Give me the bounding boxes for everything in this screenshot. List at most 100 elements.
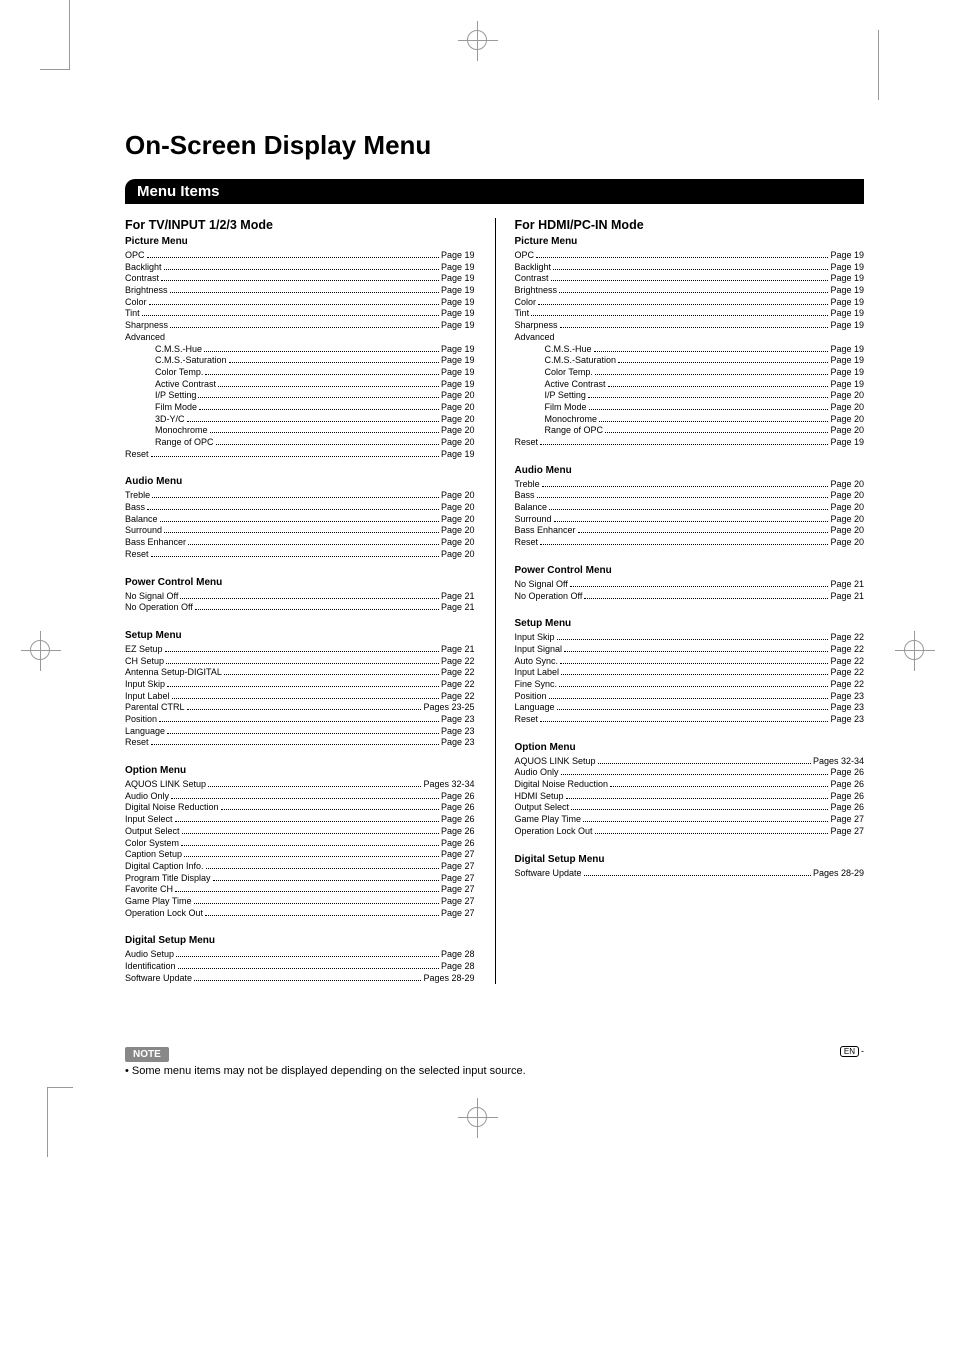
leader-dots xyxy=(149,304,439,305)
leader-dots xyxy=(560,663,828,664)
leader-dots xyxy=(594,351,829,352)
leader-dots xyxy=(151,744,439,745)
menu-item-label: Treble xyxy=(125,490,150,502)
leader-dots xyxy=(147,509,439,510)
note-badge: NOTE xyxy=(125,1047,169,1062)
menu-item-page: Page 26 xyxy=(441,791,475,803)
leader-dots xyxy=(559,292,828,293)
leader-dots xyxy=(618,362,828,363)
menu-item-page: Page 20 xyxy=(830,414,864,426)
crop-mark xyxy=(30,640,50,660)
leader-dots xyxy=(175,891,439,892)
menu-item-page: Page 20 xyxy=(441,425,475,437)
menu-item: AQUOS LINK Setup Pages 32-34 xyxy=(515,756,865,768)
menu-item: I/P Setting Page 20 xyxy=(125,390,475,402)
menu-item-label: Position xyxy=(515,691,547,703)
menu-item: Reset Page 19 xyxy=(125,449,475,461)
menu-item-label: AQUOS LINK Setup xyxy=(125,779,206,791)
menu-item-label: Digital Noise Reduction xyxy=(125,802,219,814)
leader-dots xyxy=(205,915,439,916)
leader-dots xyxy=(188,544,439,545)
menu-item-page: Page 22 xyxy=(830,679,864,691)
menu-item-page: Page 23 xyxy=(830,702,864,714)
leader-dots xyxy=(216,444,439,445)
menu-item-label: Tint xyxy=(125,308,140,320)
menu-item-label: Software Update xyxy=(125,973,192,985)
menu-item: Audio Setup Page 28 xyxy=(125,949,475,961)
menu-item-page: Page 20 xyxy=(441,490,475,502)
menu-item-page: Page 22 xyxy=(441,656,475,668)
menu-item-page: Page 26 xyxy=(830,767,864,779)
menu-item-page: Page 19 xyxy=(830,355,864,367)
menu-item-label: Input Select xyxy=(125,814,173,826)
menu-item: Digital Noise Reduction Page 26 xyxy=(515,779,865,791)
menu-item-page: Page 22 xyxy=(830,632,864,644)
menu-item: Active Contrast Page 19 xyxy=(125,379,475,391)
menu-item-label: 3D-Y/C xyxy=(155,414,185,426)
menu-item: Input Signal Page 22 xyxy=(515,644,865,656)
leader-dots xyxy=(536,257,828,258)
leader-dots xyxy=(599,421,828,422)
leader-dots xyxy=(605,432,828,433)
leader-dots xyxy=(557,639,829,640)
menu-item-page: Page 26 xyxy=(830,791,864,803)
menu-item-page: Pages 28-29 xyxy=(813,868,864,880)
menu-item: C.M.S.-Saturation Page 19 xyxy=(125,355,475,367)
menu-item-page: Page 28 xyxy=(441,961,475,973)
menu-item-label: Backlight xyxy=(125,262,162,274)
leader-dots xyxy=(205,374,439,375)
menu-item: Audio Only Page 26 xyxy=(125,791,475,803)
menu-item-label: Sharpness xyxy=(515,320,558,332)
menu-item-page: Page 20 xyxy=(441,537,475,549)
menu-item: Auto Sync. Page 22 xyxy=(515,656,865,668)
menu-item: Digital Noise Reduction Page 26 xyxy=(125,802,475,814)
menu-item-label: Contrast xyxy=(125,273,159,285)
menu-item: Brightness Page 19 xyxy=(125,285,475,297)
menu-item-page: Page 27 xyxy=(441,873,475,885)
leader-dots xyxy=(551,280,829,281)
menu-item-label: Caption Setup xyxy=(125,849,182,861)
menu-item: Bass Enhancer Page 20 xyxy=(515,525,865,537)
menu-item-page: Page 26 xyxy=(830,779,864,791)
leader-dots xyxy=(194,903,439,904)
menu-item-label: CH Setup xyxy=(125,656,164,668)
leader-dots xyxy=(164,269,439,270)
menu-item-label: C.M.S.-Hue xyxy=(545,344,592,356)
menu-item-label: Game Play Time xyxy=(515,814,582,826)
menu-item-label: Output Select xyxy=(125,826,180,838)
menu-item-label: No Signal Off xyxy=(125,591,178,603)
leader-dots xyxy=(584,875,811,876)
menu-item: Bass Page 20 xyxy=(125,502,475,514)
menu-item-label: Operation Lock Out xyxy=(515,826,593,838)
menu-item: 3D-Y/C Page 20 xyxy=(125,414,475,426)
menu-item-label: Input Label xyxy=(125,691,170,703)
menu-item-page: Page 27 xyxy=(441,896,475,908)
leader-dots xyxy=(178,968,439,969)
menu-item: No Operation Off Page 21 xyxy=(125,602,475,614)
menu-item: Program Title Display Page 27 xyxy=(125,873,475,885)
leader-dots xyxy=(566,798,829,799)
menu-item-label: Range of OPC xyxy=(155,437,214,449)
menu-item-label: Film Mode xyxy=(155,402,197,414)
menu-item-label: AQUOS LINK Setup xyxy=(515,756,596,768)
menu-item-label: No Operation Off xyxy=(125,602,193,614)
menu-item-label: OPC xyxy=(515,250,535,262)
menu-item-label: I/P Setting xyxy=(545,390,586,402)
menu-item-page: Page 19 xyxy=(441,250,475,262)
menu-item-page: Page 19 xyxy=(830,262,864,274)
leader-dots xyxy=(595,833,829,834)
leader-dots xyxy=(172,698,439,699)
menu-item-page: Page 19 xyxy=(830,437,864,449)
menu-item-page: Page 20 xyxy=(830,525,864,537)
menu-item-page: Page 21 xyxy=(830,591,864,603)
menu-item: Identification Page 28 xyxy=(125,961,475,973)
menu-item: Input Label Page 22 xyxy=(515,667,865,679)
menu-section-title: Picture Menu xyxy=(515,236,865,247)
menu-item: Treble Page 20 xyxy=(515,479,865,491)
menu-item-page: Page 22 xyxy=(441,667,475,679)
menu-item-page: Page 19 xyxy=(830,250,864,262)
menu-item: Advanced xyxy=(125,332,475,344)
menu-item: Surround Page 20 xyxy=(125,525,475,537)
leader-dots xyxy=(175,821,439,822)
menu-section-title: Digital Setup Menu xyxy=(125,935,475,946)
